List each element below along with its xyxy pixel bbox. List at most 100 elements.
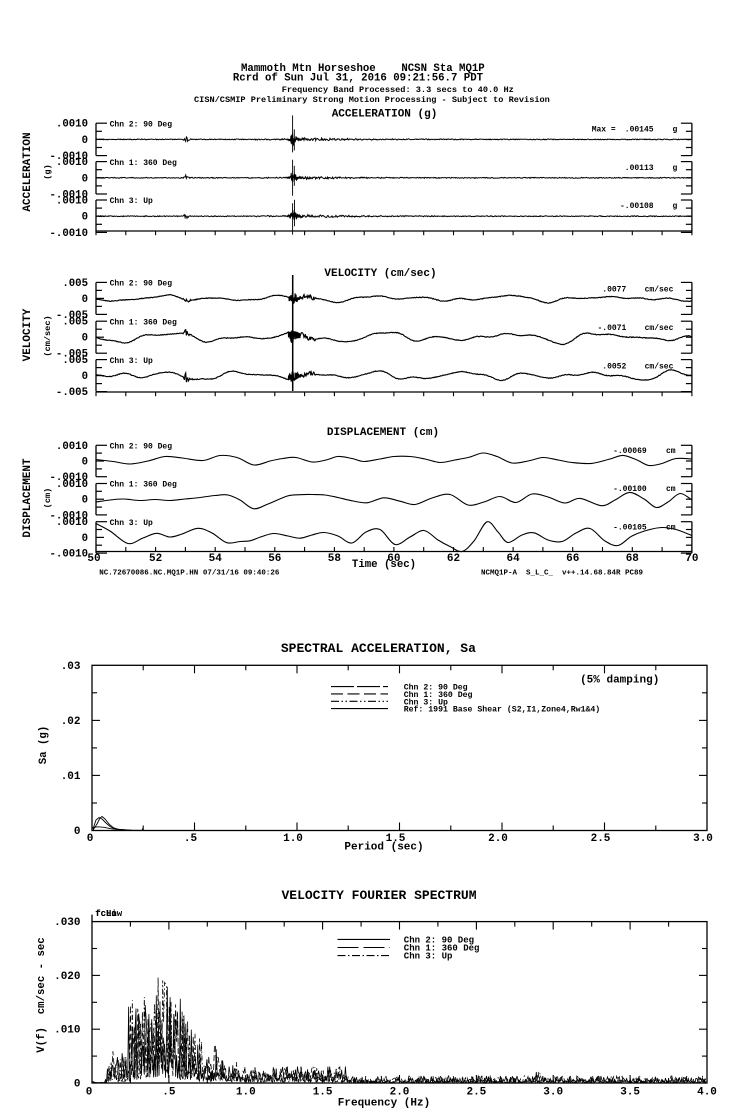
svg-text:cm/sec: cm/sec (645, 285, 674, 294)
svg-text:VELOCITY: VELOCITY (22, 308, 34, 361)
svg-text:cm/sec: cm/sec (645, 363, 674, 372)
svg-text:58: 58 (328, 553, 342, 565)
svg-text:.0010: .0010 (56, 441, 88, 453)
svg-text:Chn 2: 90 Deg: Chn 2: 90 Deg (404, 935, 474, 945)
svg-text:cm: cm (666, 485, 676, 494)
svg-text:0: 0 (82, 457, 88, 469)
svg-text:-.0010: -.0010 (50, 190, 88, 202)
svg-text:0: 0 (82, 135, 88, 147)
svg-text:fcLow: fcLow (95, 909, 123, 919)
svg-text:.005: .005 (62, 317, 88, 329)
svg-text:.020: .020 (54, 971, 80, 983)
svg-text:.00113: .00113 (625, 164, 654, 173)
svg-text:Chn 1: 360 Deg: Chn 1: 360 Deg (404, 690, 473, 700)
svg-text:-.0010: -.0010 (50, 228, 88, 240)
svg-text:1.0: 1.0 (283, 833, 303, 845)
svg-text:Chn 1: 360 Deg: Chn 1: 360 Deg (404, 944, 480, 954)
svg-text:Chn 1: 360 Deg: Chn 1: 360 Deg (110, 318, 177, 327)
svg-text:1.5: 1.5 (386, 833, 406, 845)
svg-text:.005: .005 (62, 355, 88, 367)
svg-text:.01: .01 (61, 771, 81, 783)
svg-text:-.005: -.005 (56, 387, 88, 399)
svg-text:1.5: 1.5 (313, 1087, 333, 1099)
svg-text:ACCELERATION: ACCELERATION (22, 132, 34, 211)
svg-text:.0010: .0010 (56, 479, 88, 491)
svg-text:1.0: 1.0 (236, 1087, 256, 1099)
svg-text:Chn 3: Up: Chn 3: Up (110, 357, 153, 366)
svg-text:56: 56 (268, 553, 281, 565)
svg-text:.02: .02 (61, 716, 81, 728)
svg-text:Chn 3: Up: Chn 3: Up (110, 519, 153, 528)
svg-text:.0010: .0010 (56, 119, 88, 131)
svg-text:-.005: -.005 (56, 310, 88, 322)
svg-text:-.005: -.005 (56, 349, 88, 361)
svg-text:-.00108: -.00108 (620, 202, 654, 211)
svg-text:-.0010: -.0010 (50, 510, 88, 522)
svg-text:Chn 3: Up: Chn 3: Up (404, 697, 448, 707)
svg-text:0: 0 (82, 212, 88, 224)
svg-text:(g): (g) (43, 164, 53, 179)
svg-text:70: 70 (685, 553, 698, 565)
svg-text:Rcrd of Sun Jul 31, 2016 09:21: Rcrd of Sun Jul 31, 2016 09:21:56.7 PDT (233, 73, 484, 85)
svg-text:g: g (673, 202, 678, 211)
svg-text:.0077: .0077 (602, 285, 626, 294)
svg-text:.5: .5 (162, 1087, 176, 1099)
svg-text:.010: .010 (54, 1025, 80, 1037)
svg-text:NC.72670086.NC.MQ1P.HN 07/31/1: NC.72670086.NC.MQ1P.HN 07/31/16 09:40:26 (99, 570, 280, 578)
svg-text:Chn 2: 90 Deg: Chn 2: 90 Deg (110, 280, 173, 289)
svg-text:Frequency (Hz): Frequency (Hz) (338, 1098, 430, 1110)
svg-text:VELOCITY FOURIER SPECTRUM: VELOCITY FOURIER SPECTRUM (281, 888, 476, 903)
svg-text:.5: .5 (184, 833, 198, 845)
svg-text:-.0071: -.0071 (597, 324, 626, 333)
svg-text:Chn 2: 90 Deg: Chn 2: 90 Deg (110, 443, 173, 452)
svg-text:.0010: .0010 (56, 196, 88, 208)
svg-text:Mammoth Mtn Horseshoe NCSN: Mammoth Mtn Horseshoe NCSN Sta MQ1P (241, 63, 485, 75)
svg-text:2.5: 2.5 (466, 1087, 486, 1099)
svg-text:NCMQ1P-A S_L_C_ v++.14.68.84: NCMQ1P-A S_L_C_ v++.14.68.84R PC89 (481, 570, 644, 578)
svg-text:.03: .03 (61, 661, 81, 673)
svg-text:68: 68 (626, 553, 640, 565)
svg-text:g: g (673, 125, 678, 134)
svg-text:ACCELERATION (g): ACCELERATION (g) (332, 109, 438, 121)
svg-text:0: 0 (74, 1079, 81, 1091)
svg-text:2.0: 2.0 (488, 833, 508, 845)
svg-text:50: 50 (87, 553, 100, 565)
svg-text:0: 0 (82, 371, 88, 383)
svg-text:54: 54 (209, 553, 223, 565)
svg-text:Chn 2: 90 Deg: Chn 2: 90 Deg (404, 683, 468, 693)
svg-text:Chn 3: Up: Chn 3: Up (404, 952, 453, 962)
svg-text:-.0010: -.0010 (50, 549, 88, 561)
svg-text:Chn 2: 90 Deg: Chn 2: 90 Deg (110, 120, 173, 129)
svg-text:.0010: .0010 (56, 517, 88, 529)
svg-text:VELOCITY (cm/sec): VELOCITY (cm/sec) (324, 268, 436, 280)
svg-text:2.0: 2.0 (390, 1087, 410, 1099)
svg-text:60: 60 (387, 553, 400, 565)
svg-text:3.0: 3.0 (693, 833, 713, 845)
svg-text:Sa (g): Sa (g) (38, 726, 50, 764)
svg-text:cm: cm (666, 523, 676, 532)
svg-text:SPECTRAL ACCELERATION, Sa: SPECTRAL ACCELERATION, Sa (281, 641, 476, 656)
svg-text:0: 0 (82, 333, 88, 345)
svg-text:.0010: .0010 (56, 157, 88, 169)
svg-text:0: 0 (82, 533, 88, 545)
svg-text:66: 66 (566, 553, 579, 565)
svg-text:.00145: .00145 (625, 125, 654, 134)
svg-text:(cm/sec): (cm/sec) (43, 315, 53, 356)
svg-text:-.00100: -.00100 (613, 485, 647, 494)
svg-text:Max =: Max = (592, 125, 616, 134)
svg-text:0: 0 (82, 173, 88, 185)
svg-text:-.0010: -.0010 (50, 472, 88, 484)
svg-text:-.00105: -.00105 (613, 523, 647, 532)
svg-text:g: g (673, 164, 678, 173)
svg-text:.030: .030 (54, 917, 80, 929)
svg-text:0: 0 (74, 826, 81, 838)
svg-text:cm/sec: cm/sec (645, 324, 674, 333)
svg-text:64: 64 (506, 553, 520, 565)
svg-text:0: 0 (82, 294, 88, 306)
svg-text:V(f) cm/sec - sec: V(f) cm/sec - sec (36, 937, 48, 1052)
svg-text:Period (sec): Period (sec) (344, 842, 423, 854)
svg-text:.005: .005 (62, 278, 88, 290)
svg-text:fcHi: fcHi (95, 909, 117, 919)
svg-text:Chn 1: 360 Deg: Chn 1: 360 Deg (110, 481, 177, 490)
svg-text:0: 0 (86, 1087, 93, 1099)
